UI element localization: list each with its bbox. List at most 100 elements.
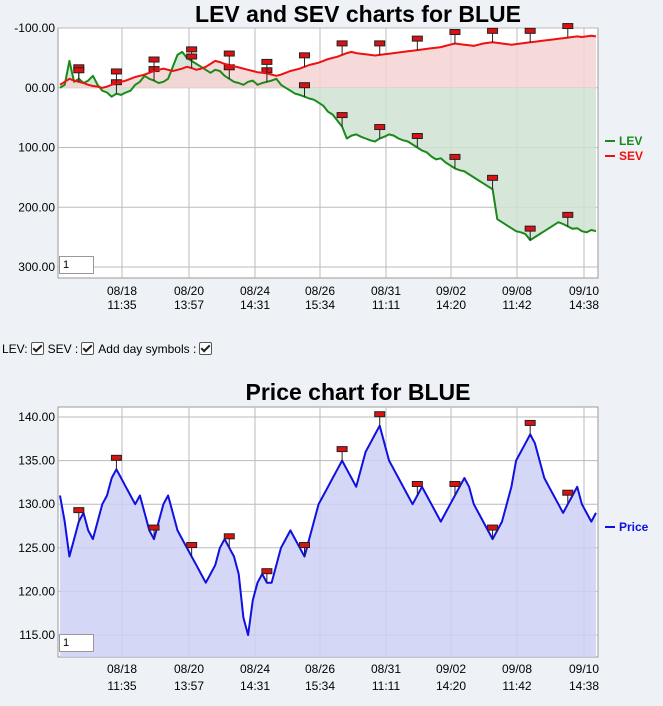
y-tick-label: 300.00	[18, 260, 55, 274]
day-marker	[298, 52, 310, 59]
x-tick-date: 08/26	[305, 662, 335, 676]
y-tick-label: 140.00	[18, 410, 55, 424]
day-marker	[186, 46, 198, 53]
lev-sev-chart: LEV and SEV charts for BLUE -100.00 00.00 1…	[14, 1, 643, 312]
day-marker	[524, 225, 536, 232]
sev-toggle[interactable]: SEV :	[47, 341, 95, 356]
chart-title: LEV and SEV charts for BLUE	[195, 1, 521, 27]
day-marker	[562, 211, 574, 218]
day-marker	[298, 542, 310, 549]
x-tick-time: 11:11	[372, 679, 401, 693]
x-tick-time: 14:31	[240, 679, 270, 693]
lev-toggle[interactable]: LEV:	[2, 341, 44, 356]
x-tick-date: 09/08	[502, 662, 532, 676]
day-marker	[411, 133, 423, 139]
x-tick-date: 08/20	[174, 662, 204, 676]
day-marker	[562, 23, 574, 30]
series-sev-line	[59, 34, 597, 89]
day-marker	[298, 82, 310, 89]
day-marker	[449, 29, 461, 36]
y-tick-label: 120.00	[18, 584, 55, 598]
day-marker	[487, 27, 499, 34]
x-tick-date: 08/18	[107, 662, 137, 676]
lev-sev-zoom-input[interactable]: 1	[59, 256, 94, 274]
day-marker	[148, 524, 160, 531]
y-tick-label: 200.00	[18, 200, 55, 214]
series-lev-area	[60, 51, 596, 241]
x-tick-date: 09/10	[569, 284, 599, 298]
y-tick-label: 115.00	[19, 628, 55, 642]
x-tick-date: 09/02	[436, 284, 466, 298]
price-zoom-input[interactable]: 1	[59, 634, 94, 652]
day-marker	[223, 533, 235, 540]
x-tick-date: 08/20	[174, 284, 204, 298]
x-tick-date: 09/08	[502, 284, 532, 298]
day-symbols-label: Add day symbols :	[98, 342, 197, 356]
day-marker	[336, 40, 348, 47]
x-tick-time: 11:42	[502, 298, 531, 312]
y-tick-label: 135.00	[18, 454, 55, 468]
chart-title: Price chart for BLUE	[246, 379, 471, 405]
legend-price-label: Price	[619, 520, 649, 534]
x-tick-time: 15:34	[305, 298, 335, 312]
day-marker	[186, 542, 198, 549]
day-marker	[487, 524, 499, 531]
x-tick-time: 14:20	[436, 298, 466, 312]
day-marker	[261, 568, 273, 575]
series-sev-area	[60, 35, 596, 88]
legend-sev-label: SEV	[619, 149, 643, 163]
x-tick-time: 14:38	[569, 298, 599, 312]
day-marker	[562, 489, 574, 496]
x-tick-time: 11:42	[502, 679, 531, 693]
lev-checkbox[interactable]	[30, 341, 44, 355]
day-marker	[110, 68, 122, 75]
day-marker	[374, 411, 386, 418]
day-symbols-checkbox[interactable]	[199, 341, 213, 355]
x-tick-time: 14:20	[436, 679, 466, 693]
x-tick-date: 08/24	[240, 284, 270, 298]
x-tick-time: 14:31	[240, 298, 270, 312]
lev-toggle-label: LEV:	[2, 342, 28, 356]
day-marker	[449, 480, 461, 487]
day-marker	[186, 53, 198, 60]
x-tick-time: 11:35	[107, 679, 136, 693]
y-tick-label: -100.00	[14, 21, 55, 35]
y-tick-label: 125.00	[18, 541, 55, 555]
x-tick-date: 09/10	[569, 662, 599, 676]
day-symbols-toggle[interactable]: Add day symbols :	[98, 341, 213, 356]
day-marker	[110, 454, 122, 461]
day-marker	[148, 56, 160, 63]
y-tick-label: 100.00	[18, 141, 55, 155]
x-tick-date: 08/31	[371, 284, 401, 298]
legend-lev-label: LEV	[619, 134, 642, 148]
day-marker	[73, 67, 85, 74]
day-marker	[223, 50, 235, 57]
series-lev-line	[59, 50, 597, 242]
price-chart: Price chart for BLUE 115.00 120.00 125.00 13…	[18, 379, 648, 693]
x-tick-date: 08/26	[305, 284, 335, 298]
day-marker	[374, 124, 386, 131]
y-tick-label: 130.00	[18, 497, 55, 511]
day-marker	[411, 480, 423, 487]
x-tick-date: 09/02	[436, 662, 466, 676]
sev-toggle-label: SEV :	[47, 342, 79, 356]
x-tick-time: 13:57	[174, 298, 204, 312]
day-marker	[336, 446, 348, 453]
day-marker	[524, 27, 536, 34]
day-marker	[449, 153, 461, 160]
day-marker	[524, 419, 536, 426]
chart-options: LEV: SEV : Add day symbols :	[2, 341, 216, 356]
day-marker	[73, 507, 85, 514]
day-marker	[374, 40, 386, 47]
x-tick-time: 13:57	[174, 679, 204, 693]
x-tick-time: 11:11	[372, 298, 401, 312]
x-tick-date: 08/18	[107, 284, 137, 298]
day-marker	[487, 174, 499, 181]
y-tick-label: 00.00	[25, 81, 55, 95]
day-marker	[336, 112, 348, 119]
x-tick-date: 08/24	[240, 662, 270, 676]
sev-checkbox[interactable]	[81, 341, 95, 355]
x-tick-time: 15:34	[305, 679, 335, 693]
x-tick-time: 11:35	[107, 298, 136, 312]
